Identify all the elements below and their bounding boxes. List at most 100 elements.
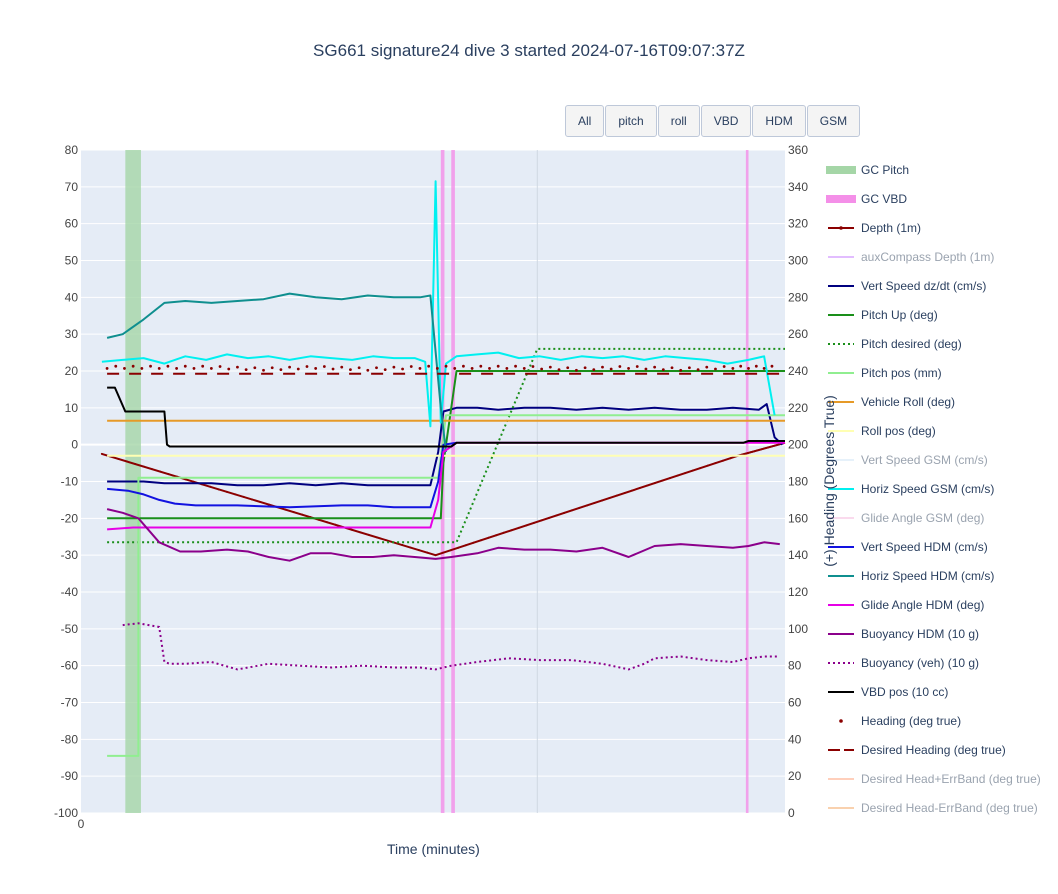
series-heading-deg-true-point bbox=[496, 364, 500, 368]
legend-label: GC Pitch bbox=[861, 162, 910, 177]
legend-item[interactable]: Glide Angle HDM (deg) bbox=[826, 590, 1041, 619]
series-depth-1m-marker bbox=[209, 485, 212, 488]
legend-label: Heading (deg true) bbox=[861, 713, 962, 728]
series-depth-1m-marker bbox=[192, 480, 195, 483]
legend-item[interactable]: Buoyancy (veh) (10 g) bbox=[826, 648, 1041, 677]
vbd-button[interactable]: VBD bbox=[700, 105, 752, 137]
legend-swatch bbox=[826, 165, 856, 174]
legend-swatch bbox=[828, 690, 854, 693]
series-heading-deg-true-point bbox=[366, 368, 370, 372]
series-heading-deg-true-point bbox=[409, 365, 413, 368]
legend-item[interactable]: Vert Speed HDM (cm/s) bbox=[826, 532, 1041, 561]
legend-label: Depth (1m) bbox=[861, 220, 922, 235]
pitch-button[interactable]: pitch bbox=[605, 105, 657, 137]
y2-tick-label: 120 bbox=[788, 585, 808, 599]
series-depth-1m-marker bbox=[699, 467, 702, 470]
series-heading-deg-true-point bbox=[123, 367, 126, 370]
series-heading-deg-true-point bbox=[444, 364, 448, 368]
series-heading-deg-true-point bbox=[427, 364, 431, 368]
legend-item[interactable]: Vert Speed GSM (cm/s) bbox=[826, 445, 1041, 474]
series-heading-deg-true-point bbox=[140, 367, 144, 370]
series-depth-1m-marker bbox=[284, 508, 287, 511]
legend-swatch bbox=[828, 545, 854, 548]
legend-item[interactable]: Vert Speed dz/dt (cm/s) bbox=[826, 271, 1041, 300]
series-horiz-speed-hdm-cm-s bbox=[106, 292, 447, 453]
legend-item[interactable]: GC Pitch bbox=[826, 155, 1041, 184]
y-tick-label: 10 bbox=[65, 401, 79, 415]
all-button[interactable]: All bbox=[565, 105, 605, 137]
series-heading-deg-true-point bbox=[114, 364, 118, 368]
legend-item[interactable]: Pitch desired (deg) bbox=[826, 329, 1041, 358]
legend-item[interactable]: auxCompass Depth (1m) bbox=[826, 242, 1041, 271]
series-heading-deg-true-point bbox=[375, 366, 378, 370]
series-heading-deg-true-point bbox=[236, 365, 239, 369]
series-heading-deg-true-point bbox=[705, 365, 709, 369]
series-depth-1m-marker bbox=[301, 513, 304, 516]
series-depth-1m-marker bbox=[417, 549, 420, 552]
gsm-button[interactable]: GSM bbox=[806, 105, 861, 137]
hdm-button[interactable]: HDM bbox=[752, 105, 806, 137]
series-heading-deg-true-point bbox=[418, 367, 422, 370]
y-tick-label: -20 bbox=[61, 511, 79, 525]
legend-item[interactable]: Horiz Speed GSM (cm/s) bbox=[826, 474, 1041, 503]
legend-item[interactable]: Pitch pos (mm) bbox=[826, 358, 1041, 387]
series-depth-1m-marker bbox=[691, 469, 694, 472]
series-depth-1m-marker bbox=[125, 460, 128, 463]
legend-swatch bbox=[828, 255, 854, 258]
series-heading-deg-true-point bbox=[392, 365, 396, 369]
series-depth-1m-marker bbox=[167, 473, 170, 476]
legend-item[interactable]: Glide Angle GSM (deg) bbox=[826, 503, 1041, 532]
y2-tick-label: 140 bbox=[788, 548, 808, 562]
series-heading-deg-true-point bbox=[679, 368, 683, 372]
y-tick-label: -90 bbox=[61, 769, 79, 783]
y2-tick-label: 300 bbox=[788, 254, 808, 268]
series-depth-1m-marker bbox=[525, 524, 528, 527]
x-tick-label: 0 bbox=[78, 817, 85, 831]
legend-item[interactable]: Horiz Speed HDM (cm/s) bbox=[826, 561, 1041, 590]
series-depth-1m-marker bbox=[226, 490, 229, 493]
series-heading-deg-true-point bbox=[540, 367, 544, 371]
series-depth-1m-marker bbox=[684, 472, 687, 475]
series-depth-1m-marker bbox=[409, 546, 412, 549]
band-gc-vbd bbox=[745, 150, 749, 813]
series-depth-1m-marker bbox=[367, 533, 370, 536]
series-heading-deg-true-point bbox=[747, 367, 750, 370]
legend-item[interactable]: Pitch Up (deg) bbox=[826, 300, 1041, 329]
series-heading-deg-true-point bbox=[696, 368, 700, 372]
series-heading-deg-true-point bbox=[340, 365, 344, 369]
legend-item[interactable]: Desired Head+ErrBand (deg true) bbox=[826, 764, 1041, 793]
legend-item[interactable]: Buoyancy HDM (10 g) bbox=[826, 619, 1041, 648]
legend-item[interactable]: Heading (deg true) bbox=[826, 706, 1041, 735]
series-heading-deg-true-point bbox=[470, 367, 474, 370]
legend-item[interactable]: Desired Head-ErrBand (deg true) bbox=[826, 793, 1041, 822]
roll-button[interactable]: roll bbox=[657, 105, 700, 137]
series-depth-1m-marker bbox=[150, 468, 153, 471]
legend-swatch bbox=[828, 574, 854, 577]
series-heading-deg-true-point bbox=[218, 365, 222, 368]
legend-item[interactable]: Roll pos (deg) bbox=[826, 416, 1041, 445]
y-tick-label: -100 bbox=[54, 806, 78, 820]
series-heading-deg-true-point bbox=[739, 364, 743, 368]
series-depth-1m-marker bbox=[570, 509, 573, 512]
legend-item[interactable]: Depth (1m) bbox=[826, 213, 1041, 242]
y-tick-label: -10 bbox=[61, 475, 79, 489]
legend-item[interactable]: Vehicle Roll (deg) bbox=[826, 387, 1041, 416]
legend-swatch bbox=[826, 194, 856, 203]
series-depth-1m-marker bbox=[457, 546, 460, 549]
series-depth-1m-marker bbox=[259, 500, 262, 503]
series-heading-deg-true-point bbox=[583, 366, 587, 370]
series-depth-1m-marker bbox=[217, 488, 220, 491]
y-tick-label: 60 bbox=[65, 217, 79, 231]
y2-tick-label: 100 bbox=[788, 622, 808, 636]
series-depth-1m-marker bbox=[234, 493, 237, 496]
series-heading-deg-true-point bbox=[401, 367, 404, 371]
legend-item[interactable]: VBD pos (10 cc) bbox=[826, 677, 1041, 706]
series-depth-1m-marker bbox=[631, 489, 634, 492]
series-heading-deg-true-point bbox=[253, 366, 257, 370]
legend-item[interactable]: Desired Heading (deg true) bbox=[826, 735, 1041, 764]
legend-item[interactable]: GC VBD bbox=[826, 184, 1041, 213]
legend-swatch bbox=[828, 284, 854, 287]
series-heading-deg-true-point bbox=[592, 368, 596, 372]
series-heading-deg-true-point bbox=[601, 365, 604, 369]
series-heading-deg-true-point bbox=[244, 368, 248, 372]
